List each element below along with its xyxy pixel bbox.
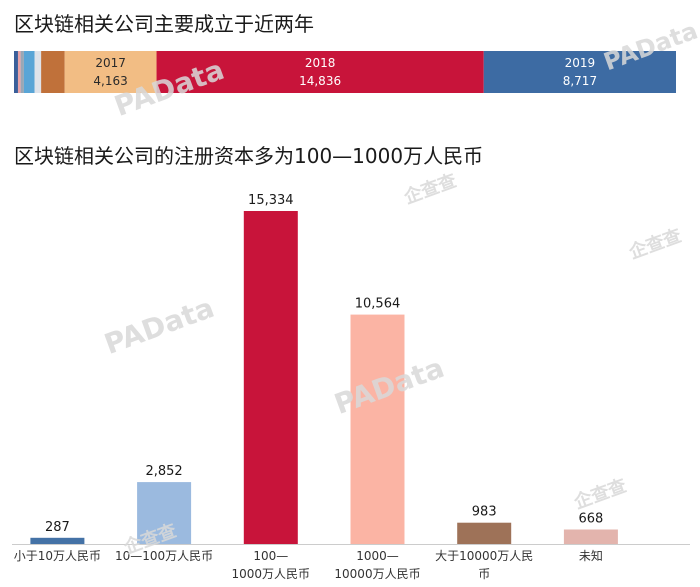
chart-title-capital: 区块链相关公司的注册资本多为100—1000万人民币 — [14, 144, 484, 168]
bar — [457, 522, 512, 544]
stacked-segment — [17, 51, 21, 93]
category-tick-label: 小于10万人民币 — [14, 549, 101, 563]
stacked-segment — [20, 51, 24, 93]
bar-value-label: 287 — [45, 520, 70, 535]
stacked-segment — [64, 51, 157, 93]
bar-value-label: 10,564 — [355, 297, 401, 312]
bar-value-label: 668 — [578, 512, 603, 527]
stacked-segment — [156, 51, 484, 93]
category-tick-label: 币 — [478, 567, 490, 581]
bar — [563, 529, 618, 544]
category-tick-label: 1000— — [356, 549, 399, 563]
segment-name-label: 2019 — [565, 56, 596, 70]
stacked-segment — [34, 51, 42, 93]
category-tick-label: 10000万人民币 — [334, 567, 420, 581]
segment-value-label: 8,717 — [563, 74, 597, 88]
bar-value-label: 2,852 — [145, 464, 182, 479]
bar — [243, 211, 298, 544]
bar — [137, 482, 192, 544]
segment-value-label: 14,836 — [299, 74, 341, 88]
chart-title-years: 区块链相关公司主要成立于近两年 — [14, 12, 314, 36]
stacked-segment — [41, 51, 65, 93]
stacked-segment — [14, 51, 18, 93]
bar — [350, 314, 405, 544]
segment-name-label: 2018 — [305, 56, 336, 70]
segment-name-label: 2017 — [95, 56, 126, 70]
stacked-segment — [23, 51, 35, 93]
bar — [30, 537, 85, 544]
category-tick-label: 100— — [253, 549, 288, 563]
segment-value-label: 4,163 — [93, 74, 127, 88]
category-tick-label: 10—100万人民币 — [115, 549, 213, 563]
bar-value-label: 15,334 — [248, 193, 294, 208]
category-tick-label: 大于10000万人民 — [435, 549, 533, 563]
category-tick-label: 1000万人民币 — [232, 567, 311, 581]
category-tick-label: 未知 — [579, 549, 603, 563]
stacked-segment — [483, 51, 676, 93]
bar-value-label: 983 — [472, 505, 497, 520]
